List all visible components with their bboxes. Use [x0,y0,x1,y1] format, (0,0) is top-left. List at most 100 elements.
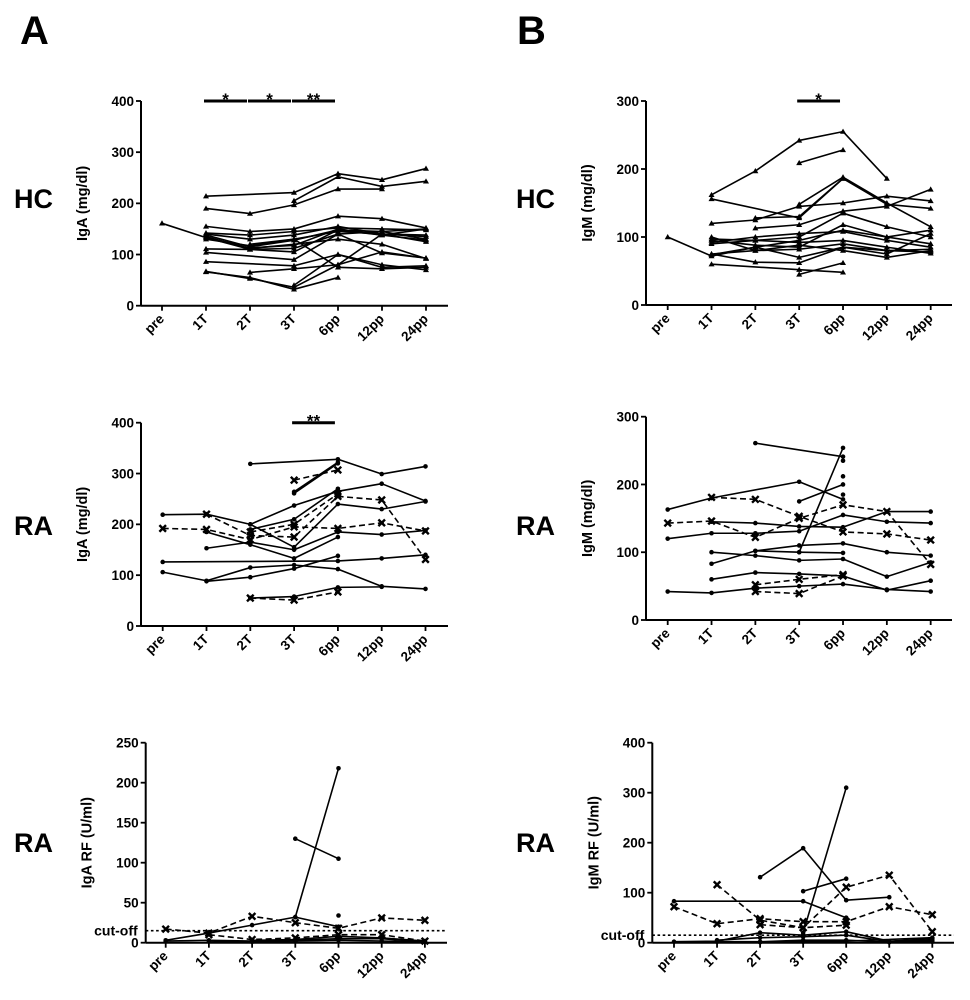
data-point [840,244,847,250]
y-tick-label: 400 [111,416,134,431]
data-point [335,486,341,492]
x-tick-label: 2T [235,948,257,970]
row-label: RA [14,511,53,541]
y-tick-label: 100 [616,230,639,245]
series-hc-19 [247,225,429,251]
data-point [840,247,847,253]
data-point [843,915,849,920]
data-point [423,264,429,270]
y-tick-label: 100 [623,886,646,901]
series-ra-11 [160,552,428,565]
series-ra-5 [707,493,935,545]
data-point [379,186,385,192]
data-point [884,587,890,592]
x-tick-label: 24pp [903,626,936,659]
y-axis-label: IgM (mg/dl) [580,480,596,557]
y-tick-label: 0 [126,299,134,314]
data-point [247,269,253,275]
panel-a-rf: RA IgA RF (U/ml) 0 50 100 150 200 250 pre 1T 2T 3T 6… [14,736,447,981]
series-line [717,939,933,944]
series-line [205,167,427,197]
data-point [842,921,851,930]
data-point [843,897,849,903]
data-point [709,530,714,536]
data-point [671,939,677,944]
cutoff-label: cut-off [601,927,645,943]
data-point [796,583,802,589]
x-tick-label: 3T [279,948,301,970]
series-ra-2 [669,902,937,928]
series-line [293,175,427,202]
data-point [335,585,341,590]
data-point [291,242,297,248]
data-point [753,440,758,446]
series-line [711,232,932,259]
series-line [293,461,339,493]
series-hc-2 [796,146,847,166]
data-point [796,159,803,166]
series-line [759,847,890,902]
y-tick-label: 50 [124,896,139,911]
data-point [840,128,847,134]
data-point [335,461,341,466]
y-tick-label: 300 [111,466,134,481]
data-point [423,552,428,558]
series-hc-10 [796,259,847,277]
data-point [883,254,890,260]
data-point [665,507,670,512]
data-point [291,503,297,508]
x-marker-stroke [204,930,214,939]
x-tick-label: 24pp [905,948,938,981]
data-point [291,201,297,208]
panel-b-hc: HC IgM (mg/dl) 0 100 200 300 pre 1T 2T 3T 6pp 12pp 2… [516,90,952,343]
cutoff-label: cut-off [94,923,138,939]
data-point [204,930,214,939]
data-point [291,556,297,561]
series-line [250,586,382,599]
data-point [163,938,168,944]
data-point [206,938,212,944]
y-tick-label: 200 [616,162,639,177]
x-marker-stroke [420,916,430,925]
panel-b-rf: RA IgM RF (U/ml) 0 100 200 300 400 pre 1T 2T 3T 6pp… [516,736,954,981]
data-point [840,482,846,487]
data-point [333,524,343,533]
series-ra-4 [757,845,892,903]
x-tick-label: 24pp [398,632,431,665]
data-point [885,871,894,880]
data-point [928,509,933,514]
data-point [752,247,759,253]
data-point [751,580,760,589]
series-line [711,542,931,565]
data-point [840,474,846,479]
data-point [707,493,716,502]
data-point [293,836,298,841]
x-marker-stroke [838,500,848,509]
series-line [716,874,933,933]
data-point [423,499,428,504]
data-point [840,550,846,556]
data-point [379,935,385,941]
data-point [248,565,253,570]
data-point [883,193,890,199]
data-point [665,536,670,541]
data-point [377,518,386,527]
data-point [377,495,386,505]
y-tick-label: 0 [631,298,639,313]
series-ra-2 [289,465,343,485]
series-line [798,176,932,228]
data-point [203,193,209,199]
data-point [423,586,428,592]
data-point [883,251,890,257]
data-point [886,894,892,900]
data-point [755,920,765,929]
data-point [335,264,341,270]
x-marker-stroke [928,910,937,919]
data-point [379,241,385,247]
data-point [752,225,759,231]
data-point [928,589,933,594]
x-marker-stroke [885,871,894,880]
data-point [291,248,297,255]
series-line [206,531,339,560]
x-tick-label: 12pp [859,311,892,344]
